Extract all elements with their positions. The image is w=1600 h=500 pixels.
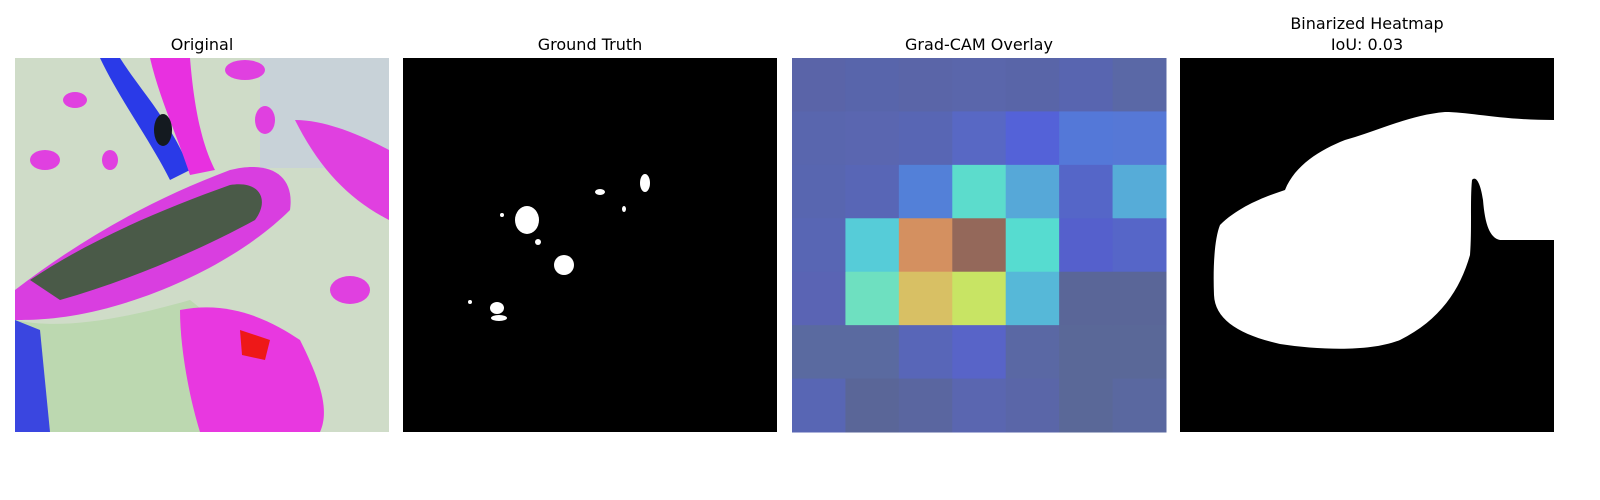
heatmap-cell bbox=[792, 164, 846, 219]
heatmap-cell bbox=[792, 271, 846, 326]
heatmap-cell bbox=[898, 271, 953, 326]
heatmap-cell bbox=[898, 164, 953, 219]
heatmap-cell bbox=[898, 325, 953, 380]
heatmap-cell bbox=[1112, 271, 1167, 326]
ground-truth-mask bbox=[403, 58, 777, 432]
heatmap-cell bbox=[1059, 325, 1114, 380]
original-image bbox=[15, 58, 389, 432]
heatmap-cell bbox=[952, 325, 1007, 380]
heatmap-cell bbox=[792, 325, 846, 380]
heatmap-cell bbox=[898, 111, 953, 166]
heatmap-cell bbox=[1059, 218, 1114, 273]
heatmap-cell bbox=[1059, 271, 1114, 326]
panel-title: Binarized Heatmap bbox=[1290, 14, 1443, 33]
heatmap-cell bbox=[1059, 164, 1114, 219]
heatmap-cell bbox=[1005, 58, 1060, 112]
heatmap-cell bbox=[1005, 378, 1060, 433]
heatmap-cell bbox=[1005, 271, 1060, 326]
heatmap-cell bbox=[845, 111, 900, 166]
heatmap-cell bbox=[898, 218, 953, 273]
heatmap-cell bbox=[1005, 111, 1060, 166]
heatmap-cell bbox=[1112, 111, 1167, 166]
panel-title: Grad-CAM Overlay bbox=[905, 35, 1053, 54]
heatmap-cell bbox=[1005, 325, 1060, 380]
heatmap-cell bbox=[1112, 218, 1167, 273]
panel-title: Original bbox=[171, 35, 234, 54]
heatmap-cell bbox=[952, 378, 1007, 433]
heatmap-cell bbox=[952, 271, 1007, 326]
heatmap-cell bbox=[845, 218, 900, 273]
heatmap-cell bbox=[1005, 218, 1060, 273]
heatmap-cell bbox=[845, 325, 900, 380]
heatmap-cell bbox=[1112, 58, 1167, 112]
heatmap-cell bbox=[1005, 164, 1060, 219]
panel-title: Ground Truth bbox=[538, 35, 643, 54]
heatmap-cell bbox=[1112, 325, 1167, 380]
heatmap-cell bbox=[845, 164, 900, 219]
heatmap-cell bbox=[845, 271, 900, 326]
heatmap-cell bbox=[792, 378, 846, 433]
heatmap-cell bbox=[898, 58, 953, 112]
heatmap-cell bbox=[1059, 58, 1114, 112]
heatmap-cell bbox=[792, 218, 846, 273]
heatmap-cell bbox=[1112, 164, 1167, 219]
heatmap-cell bbox=[952, 111, 1007, 166]
heatmap-cell bbox=[792, 58, 846, 112]
heatmap-cell bbox=[952, 218, 1007, 273]
heatmap-cell bbox=[792, 111, 846, 166]
heatmap-cell bbox=[898, 378, 953, 433]
heatmap-cell bbox=[845, 378, 900, 433]
heatmap-cell bbox=[952, 58, 1007, 112]
heatmap-cell bbox=[1059, 378, 1114, 433]
heatmap-cell bbox=[1059, 111, 1114, 166]
gradcam-overlay bbox=[792, 58, 1167, 433]
heatmap-cell bbox=[952, 164, 1007, 219]
binarized-heatmap bbox=[1180, 58, 1554, 432]
panel-subtitle: IoU: 0.03 bbox=[1331, 35, 1403, 54]
heatmap-cell bbox=[1112, 378, 1167, 433]
heatmap-cell bbox=[845, 58, 900, 112]
